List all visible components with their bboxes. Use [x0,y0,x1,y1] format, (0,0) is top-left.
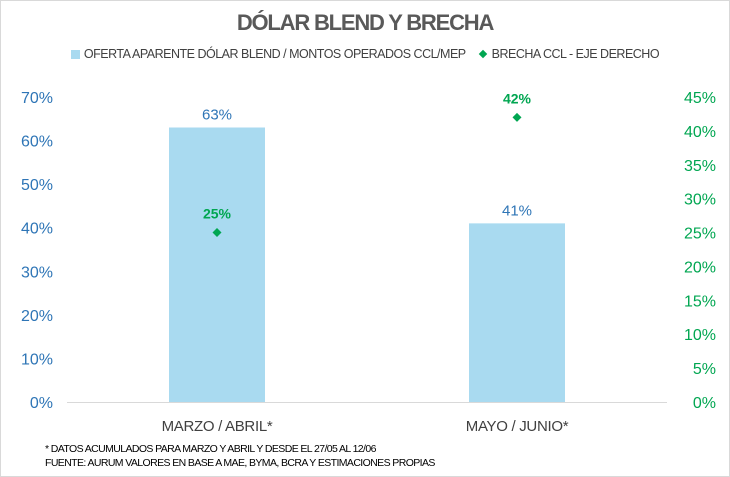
y-left-tick-label: 70% [21,90,53,107]
chart-title: DÓLAR BLEND Y BRECHA [236,10,495,35]
y-left-tick-label: 30% [21,264,53,281]
bar [469,223,565,402]
y-left-tick-label: 40% [21,221,53,238]
y-left-tick-label: 20% [21,308,53,325]
bar-value-label: 63% [202,107,232,124]
x-category-label: MAYO / JUNIO* [466,418,569,435]
brecha-value-label: 42% [503,90,532,106]
y-right-tick-label: 15% [684,293,716,310]
legend-swatch-bars [70,49,80,59]
chart-legend: OFERTA APARENTE DÓLAR BLEND / MONTOS OPE… [1,47,729,61]
brecha-marker [212,228,222,238]
y-right-tick-label: 45% [684,90,716,107]
y-right-tick-label: 20% [684,259,716,276]
footnote-source: FUENTE: AURUM VALORES EN BASE A MAE, BYM… [45,457,435,469]
brecha-marker [512,112,522,122]
legend-item-bars: OFERTA APARENTE DÓLAR BLEND / MONTOS OPE… [70,47,466,61]
y-left-tick-label: 0% [30,395,53,412]
legend-item-brecha: BRECHA CCL - EJE DERECHO [478,47,660,61]
legend-label-bars: OFERTA APARENTE DÓLAR BLEND / MONTOS OPE… [83,47,466,61]
bar [169,127,265,402]
y-right-tick-label: 25% [684,226,716,243]
y-left-tick-label: 10% [21,351,53,368]
y-right-tick-label: 40% [684,124,716,141]
x-category-label: MARZO / ABRIL* [162,418,273,435]
y-right-tick-label: 30% [684,192,716,209]
y-left-tick-label: 60% [21,134,53,151]
y-right-tick-label: 5% [693,361,716,378]
bar-value-label: 41% [502,202,532,219]
brecha-value-label: 25% [203,206,232,222]
footnote-dates: * DATOS ACUMULADOS PARA MARZO Y ABRIL Y … [45,443,376,455]
y-right-tick-label: 10% [684,327,716,344]
y-left-tick-label: 50% [21,177,53,194]
legend-label-brecha: BRECHA CCL - EJE DERECHO [491,47,660,61]
y-right-tick-label: 35% [684,158,716,175]
y-right-tick-label: 0% [693,395,716,412]
